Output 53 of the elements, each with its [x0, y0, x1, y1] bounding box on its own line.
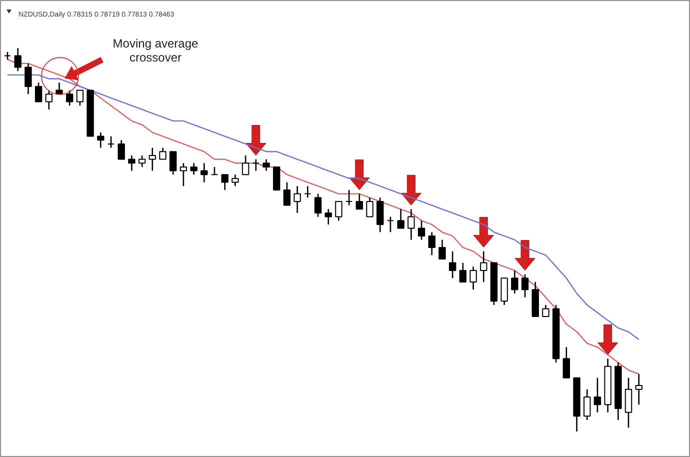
- candlestick: [386, 216, 394, 233]
- candlestick: [283, 182, 291, 206]
- candlestick: [324, 208, 332, 226]
- candlestick: [34, 82, 42, 102]
- candlestick: [438, 239, 446, 260]
- candlestick: [428, 231, 436, 256]
- candlestick: [408, 208, 415, 240]
- candlestick: [397, 208, 404, 229]
- candlestick: [128, 154, 136, 172]
- candlestick: [200, 162, 208, 183]
- candlestick: [66, 90, 74, 106]
- candlestick: [542, 304, 550, 318]
- candlestick: [76, 90, 84, 106]
- candlestick: [14, 47, 22, 72]
- candlestick: [418, 220, 426, 240]
- candlestick: [97, 132, 104, 148]
- candlestick: [376, 196, 384, 233]
- candlestick: [314, 193, 322, 218]
- candlestick: [221, 174, 228, 191]
- candlestick: [180, 162, 188, 187]
- candlestick: [521, 274, 529, 298]
- candlestick: [624, 377, 632, 428]
- candlestick: [356, 193, 364, 210]
- candlestick: [45, 90, 53, 110]
- candlestick: [304, 185, 312, 198]
- candlestick: [169, 150, 177, 176]
- candlestick: [594, 377, 602, 413]
- candlestick: [232, 174, 239, 187]
- annotation: Moving average crossover: [112, 36, 199, 64]
- candlestick: [511, 270, 518, 294]
- candlestick: [107, 136, 115, 148]
- candlestick: [138, 154, 146, 168]
- candlestick: [148, 147, 156, 172]
- candlestick: [190, 162, 198, 176]
- candlestick: [335, 200, 342, 222]
- candlestick: [480, 250, 488, 283]
- candlestick: [294, 185, 301, 214]
- candlestick: [159, 147, 166, 160]
- candlestick: [242, 154, 250, 176]
- candlestick: [118, 139, 125, 160]
- candlestick: [345, 189, 353, 206]
- candlestick: [448, 250, 456, 279]
- candlestick: [583, 388, 591, 421]
- candlestick: [262, 158, 270, 172]
- candlestick: [459, 262, 467, 283]
- candlestick: [24, 62, 32, 95]
- candlestick: [366, 196, 374, 218]
- candlestick: [252, 158, 260, 172]
- candlestick: [470, 266, 477, 290]
- candlestick: [562, 346, 570, 378]
- candlestick: [500, 277, 508, 306]
- candlestick: [272, 166, 280, 190]
- candlestick: [635, 373, 642, 406]
